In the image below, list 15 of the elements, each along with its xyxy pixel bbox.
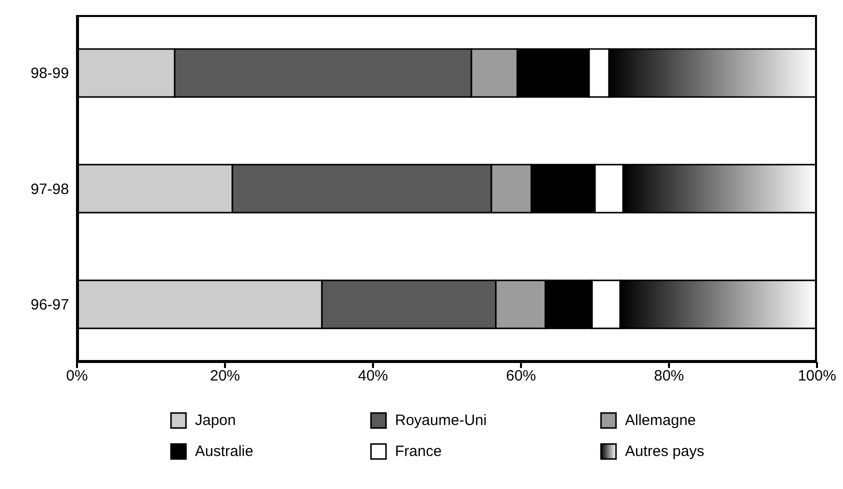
x-tick-label: 80% <box>654 368 684 385</box>
legend-label: Autres pays <box>625 443 704 460</box>
x-tick-label: 0% <box>66 368 88 385</box>
legend-label: France <box>395 443 442 460</box>
legend-label: Australie <box>195 443 254 460</box>
legend-label: Japon <box>195 412 236 429</box>
x-tick-label: 100% <box>798 368 836 385</box>
legend-label: Allemagne <box>625 412 696 429</box>
y-tick-label: 97-98 <box>30 180 69 198</box>
x-tick-label: 60% <box>506 368 536 385</box>
legend-label: Royaume-Uni <box>395 412 487 429</box>
x-tick-label: 20% <box>210 368 240 385</box>
y-tick-label: 96-97 <box>30 296 69 314</box>
x-tick-label: 40% <box>358 368 388 385</box>
y-tick-label: 98-99 <box>30 65 69 82</box>
